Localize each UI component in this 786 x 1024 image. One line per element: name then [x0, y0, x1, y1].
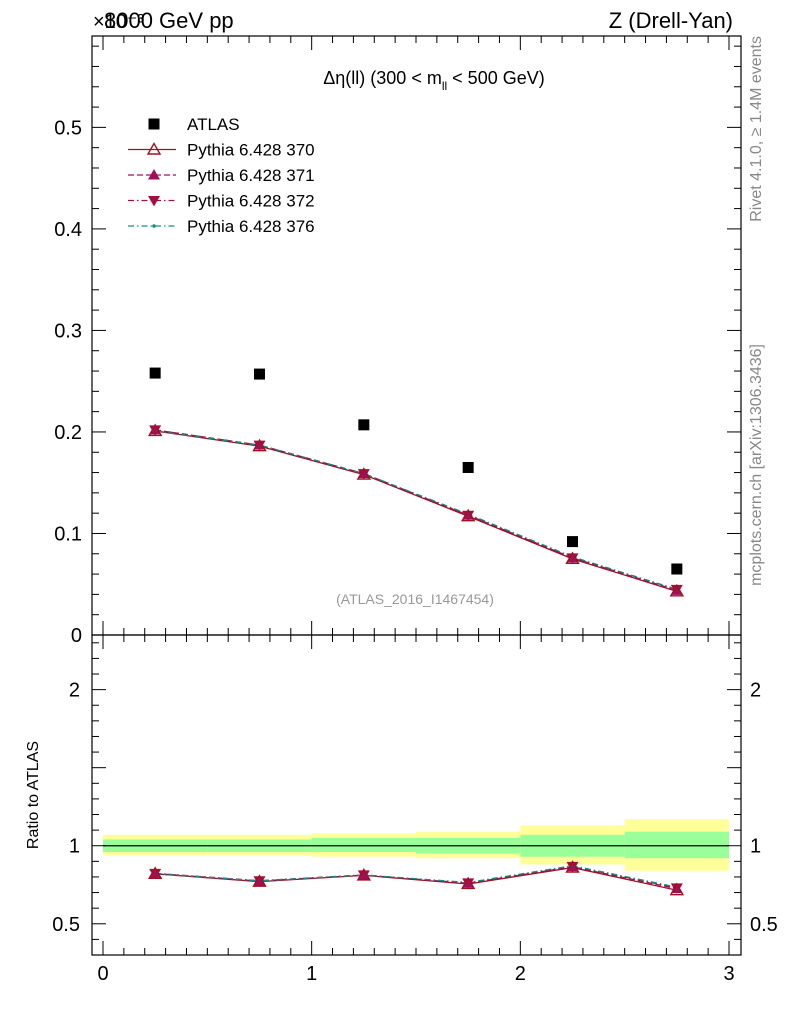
ratio-y-tick-labels: 0.5 0.5 1 1 2 2 — [52, 680, 778, 936]
ratio-frame — [91, 634, 742, 956]
x-tick-label: 0 — [97, 963, 108, 985]
legend-marker-data — [148, 118, 160, 130]
y-tick-label: 0.4 — [54, 219, 82, 241]
x-tick-label: 2 — [515, 963, 526, 985]
main-axis-ticks — [92, 36, 741, 636]
band-green — [624, 831, 729, 859]
y-tick-label: 0.5 — [54, 117, 82, 139]
point-data — [671, 563, 683, 575]
main-y-tick-labels: 0 0.1 0.2 0.3 0.4 0.5 — [54, 117, 82, 647]
ratio-point-p370 — [460, 876, 476, 890]
point-p371 — [670, 584, 683, 595]
point-p371 — [149, 423, 162, 435]
point-data — [149, 367, 161, 379]
x-tick-label: 3 — [723, 963, 734, 985]
point-p371 — [566, 551, 579, 563]
series-line-p376 — [155, 430, 678, 590]
x-tick-label: 1 — [306, 963, 317, 985]
legend-marker-p372 — [148, 196, 160, 207]
ratio-point-p371 — [253, 875, 266, 886]
legend-label-p372: Pythia 6.428 372 — [187, 192, 315, 211]
ratio-point-p371 — [462, 877, 475, 888]
legend-label-p376: Pythia 6.428 376 — [187, 217, 315, 236]
legend-marker-p376 — [152, 224, 156, 228]
point-p370 — [565, 551, 580, 565]
x-tick-labels: 0 1 2 3 — [97, 963, 734, 985]
series-line-p371 — [155, 429, 678, 591]
ratio-line-p371 — [155, 866, 677, 890]
series-line-p370 — [155, 430, 678, 592]
ratio-point-p371 — [357, 869, 370, 880]
y-tick-label: 0.1 — [54, 523, 82, 545]
ratio-y-axis-label: Ratio to ATLAS — [25, 741, 42, 849]
ratio-point-p370 — [669, 882, 685, 896]
ratio-uncertainty-bands — [103, 819, 729, 871]
point-p371 — [357, 467, 370, 479]
ratio-y-tick-label: 0.5 — [52, 914, 80, 936]
point-p370 — [252, 438, 267, 452]
y-tick-label: 0.3 — [54, 320, 82, 342]
point-p370 — [147, 423, 163, 437]
point-p371 — [462, 509, 475, 520]
point-data — [358, 419, 370, 431]
mcplots-label: mcplots.cern.ch [arXiv:1306.3436] — [748, 344, 765, 586]
point-p370 — [356, 467, 372, 480]
y-tick-label: 0.2 — [54, 422, 82, 444]
plot-title: Δη(ll) (300 < mll < 500 GeV) — [323, 68, 544, 93]
y-tick-label: 0 — [71, 625, 82, 647]
ratio-point-p371 — [149, 867, 162, 879]
legend: ATLAS Pythia 6.428 370 Pythia 6.428 371 Pyt… — [128, 115, 315, 236]
process-label: Z (Drell-Yan) — [609, 8, 733, 33]
legend-marker-p371 — [148, 169, 160, 180]
ratio-panel: 0.5 0.5 1 1 2 2 0 1 2 3 Ratio to ATLAS — [25, 634, 778, 985]
ratio-point-p370 — [147, 866, 163, 880]
point-p370 — [669, 583, 685, 597]
legend-label-p371: Pythia 6.428 371 — [187, 166, 315, 185]
main-panel: 0 0.1 0.2 0.3 0.4 0.5 Δη(ll) (300 < mll < 500… — [54, 35, 742, 647]
series-line-p372 — [155, 429, 678, 590]
point-data — [462, 461, 474, 473]
ratio-line-p372 — [155, 865, 677, 889]
ratio-y-tick-label: 1 — [69, 836, 80, 858]
legend-label-data: ATLAS — [187, 115, 240, 134]
ratio-point-p370 — [356, 867, 372, 881]
ratio-point-p370 — [565, 860, 580, 873]
energy-label: 8000 GeV pp — [104, 8, 234, 33]
point-p371 — [253, 439, 266, 450]
analysis-watermark: (ATLAS_2016_I1467454) — [336, 591, 494, 607]
ratio-series — [147, 860, 685, 896]
point-p370 — [460, 508, 476, 522]
ratio-y-tick-label-right: 0.5 — [750, 914, 778, 936]
legend-marker-p370 — [146, 142, 162, 155]
ratio-y-tick-label: 2 — [69, 680, 80, 702]
ratio-y-tick-label-right: 1 — [750, 836, 761, 858]
ratio-axis-ticks — [92, 635, 741, 955]
main-series — [147, 367, 685, 597]
point-data — [567, 536, 578, 548]
point-data — [254, 368, 265, 380]
legend-label-p370: Pythia 6.428 370 — [187, 141, 315, 160]
scale-label: ×10⁻³ — [93, 11, 144, 33]
rivet-version-label: Rivet 4.1.0, ≥ 1.4M events — [748, 36, 765, 222]
ratio-point-p371 — [566, 860, 579, 872]
ratio-point-p370 — [252, 874, 267, 887]
ratio-y-tick-label-right: 2 — [750, 680, 761, 702]
band-green — [311, 837, 416, 852]
ratio-line-p376 — [155, 865, 677, 888]
